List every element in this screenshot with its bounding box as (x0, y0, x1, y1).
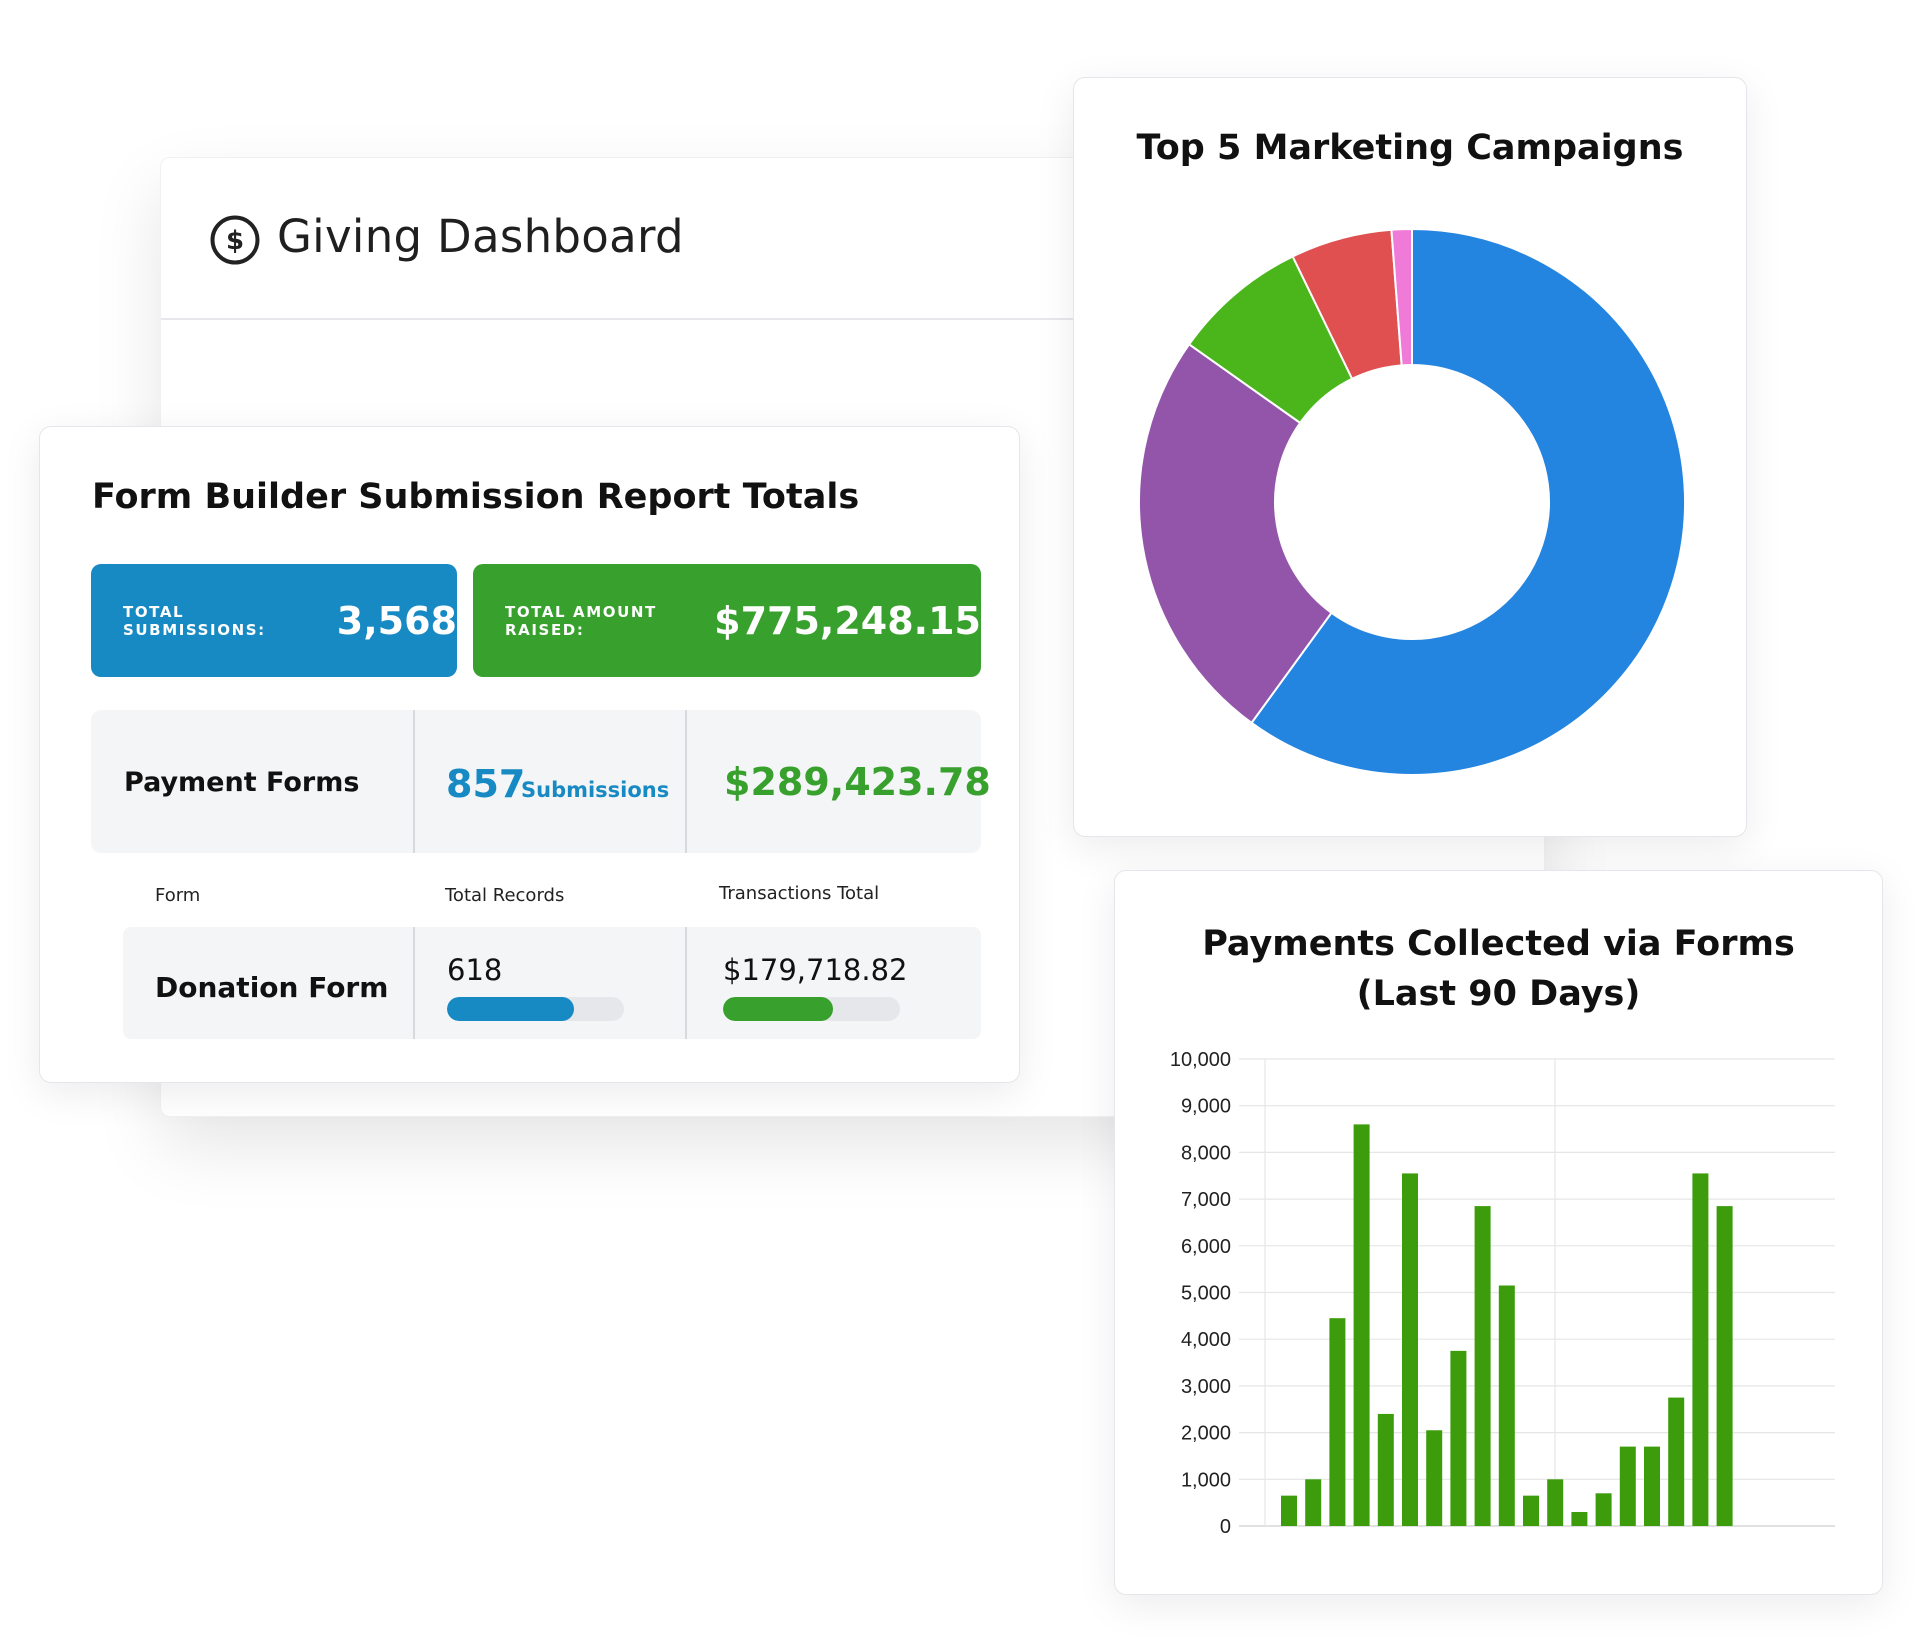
y-tick-label: 4,000 (1181, 1329, 1231, 1351)
chart-title-line-2: (Last 90 Days) (1356, 974, 1641, 1014)
y-tick-label: 1,000 (1181, 1469, 1231, 1491)
payments-chart-card: Payments Collected via Forms (Last 90 Da… (1114, 870, 1883, 1595)
payment-forms-count: 857 (446, 762, 526, 806)
bar-10[interactable] (1523, 1495, 1539, 1526)
bar-9[interactable] (1498, 1285, 1515, 1526)
form-builder-report-card: Form Builder Submission Report Totals TO… (39, 426, 1020, 1083)
chart-title: Top 5 Marketing Campaigns (1136, 128, 1684, 168)
transactions-progress-bar (723, 997, 900, 1021)
giving-dashboard-header: $ Giving Dashboard (161, 158, 1544, 320)
bar-8[interactable] (1474, 1206, 1491, 1526)
bar-15[interactable] (1644, 1446, 1660, 1526)
divider (685, 927, 687, 1039)
donut-slice-1[interactable] (1138, 342, 1333, 725)
bar-13[interactable] (1595, 1493, 1612, 1526)
chart-title-line-1: Payments Collected via Forms (1202, 924, 1795, 964)
bar-11[interactable] (1547, 1479, 1564, 1526)
y-tick-label: 2,000 (1181, 1423, 1231, 1445)
y-tick-label: 3,000 (1181, 1376, 1231, 1398)
bar-2[interactable] (1329, 1318, 1346, 1526)
records-progress-fill (447, 997, 575, 1021)
transactions-progress-fill (723, 997, 833, 1021)
total-raised-badge: TOTAL AMOUNT RAISED: $775,248.15 (473, 564, 981, 677)
marketing-campaigns-card: Top 5 Marketing Campaigns (1073, 77, 1747, 837)
column-header-total-records: Total Records (445, 885, 565, 906)
total-submissions-value: 3,568 (336, 598, 457, 643)
total-raised-value: $775,248.15 (714, 598, 981, 643)
y-tick-label: 7,000 (1181, 1189, 1231, 1211)
bar-4[interactable] (1377, 1413, 1394, 1526)
donut-slice-0[interactable] (1250, 227, 1686, 776)
bar-5[interactable] (1402, 1173, 1418, 1526)
divider (413, 710, 415, 853)
payment-forms-summary[interactable]: Payment Forms 857 Submissions $289,423.7… (91, 710, 991, 853)
total-submissions-label: TOTAL SUBMISSIONS: (123, 602, 266, 639)
payment-forms-label: Payment Forms (124, 767, 360, 798)
dollar-circle-icon: $ (210, 215, 260, 265)
bar-12[interactable] (1571, 1511, 1588, 1526)
bar-3[interactable] (1353, 1124, 1370, 1526)
y-tick-label: 10,000 (1170, 1049, 1231, 1071)
table-row[interactable]: Donation Form 618 $179,718.82 (123, 927, 981, 1039)
donut-chart (1138, 227, 1686, 776)
bar-17[interactable] (1692, 1173, 1709, 1526)
donut-slice-4[interactable] (1390, 227, 1413, 367)
bar-7[interactable] (1450, 1350, 1467, 1526)
divider (413, 927, 415, 1039)
total-raised-label: TOTAL AMOUNT RAISED: (505, 602, 657, 639)
bar-16[interactable] (1668, 1397, 1685, 1526)
chart-title: Payments Collected via Forms (Last 90 Da… (1115, 919, 1882, 1019)
bar-0[interactable] (1281, 1495, 1297, 1526)
column-header-form: Form (155, 885, 201, 906)
bar-14[interactable] (1619, 1446, 1636, 1526)
bar-18[interactable] (1716, 1206, 1733, 1526)
y-tick-label: 6,000 (1181, 1236, 1231, 1258)
form-name: Donation Form (155, 971, 389, 1004)
bar-chart: 0 1,000 2,000 3,000 4,000 5,000 6,000 7,000 8,00… (1170, 1049, 1835, 1538)
total-records-value: 618 (447, 953, 503, 987)
records-progress-bar (447, 997, 624, 1021)
y-tick-label: 0 (1220, 1516, 1231, 1538)
bar-1[interactable] (1305, 1479, 1322, 1526)
report-title: Form Builder Submission Report Totals (92, 477, 860, 517)
svg-text:$: $ (226, 226, 244, 256)
transactions-total-value: $179,718.82 (723, 953, 908, 987)
divider (685, 710, 687, 853)
payment-forms-total: $289,423.78 (724, 760, 991, 804)
payment-forms-count-unit: Submissions (521, 778, 670, 802)
bar-6[interactable] (1426, 1430, 1443, 1526)
y-tick-label: 5,000 (1181, 1283, 1231, 1305)
page-title: Giving Dashboard (277, 210, 684, 263)
y-tick-label: 8,000 (1181, 1142, 1231, 1164)
total-submissions-badge: TOTAL SUBMISSIONS: 3,568 (91, 564, 457, 677)
y-tick-label: 9,000 (1181, 1096, 1231, 1118)
column-header-transactions-total: Transactions Total (719, 883, 880, 904)
